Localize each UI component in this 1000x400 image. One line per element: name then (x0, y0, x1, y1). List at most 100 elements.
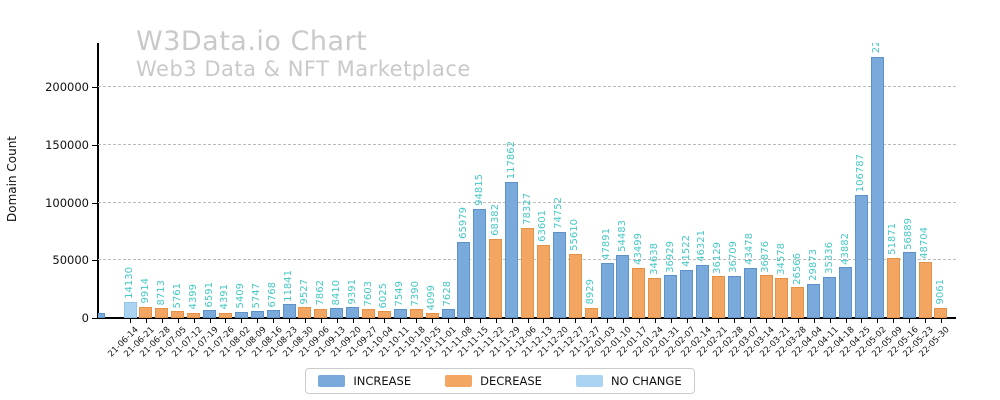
bar-value-label: 7628 (442, 280, 453, 307)
bar-22-01-17 (632, 267, 646, 318)
x-tick-mark (400, 319, 402, 323)
x-tick-mark (750, 319, 752, 323)
bar-21-10-25 (425, 313, 439, 318)
gridline (98, 201, 956, 203)
legend-item-increase: INCREASE (318, 374, 411, 388)
bar-value-label: 55610 (569, 219, 581, 251)
bar-value-label: 43882 (839, 232, 851, 265)
x-tick-mark (766, 319, 767, 323)
bar-22-01-10 (616, 255, 630, 318)
x-tick-mark (352, 319, 354, 323)
bar-value-label: 4099 (426, 284, 438, 311)
bar-21-08-30 (298, 307, 312, 318)
x-tick-mark (861, 319, 863, 323)
chart-title: W3Data.io Chart (136, 26, 368, 57)
bar-value-label: 35336 (823, 242, 835, 275)
y-tick-mark (92, 260, 97, 262)
bar-21-12-27 (584, 307, 598, 318)
x-tick-mark (813, 319, 815, 323)
x-tick-mark (304, 319, 306, 323)
y-tick-mark (92, 144, 97, 146)
x-tick-mark (432, 319, 434, 323)
x-tick-mark (654, 319, 656, 323)
x-tick-mark (797, 319, 799, 323)
y-tick-mark (92, 318, 97, 319)
bar-value-label: 47891 (601, 227, 612, 260)
bar-value-label: 11841 (283, 269, 294, 302)
bar-22-04-25 (854, 194, 868, 318)
x-tick-mark (607, 319, 608, 323)
x-tick-mark (718, 319, 720, 323)
x-tick-mark (368, 319, 370, 323)
x-tick-mark (241, 319, 243, 323)
y-tick-label: 100000 (45, 195, 89, 210)
bar-21-11-22 (489, 239, 503, 318)
bar-value-label: 51871 (887, 223, 899, 256)
bar-21-08-16 (266, 310, 280, 318)
bar-value-label: 48704 (919, 227, 930, 259)
bar-value-label: 117862 (505, 140, 517, 180)
legend-label: INCREASE (353, 374, 412, 388)
x-tick-mark (479, 319, 481, 323)
bar-21-06-21 (139, 306, 153, 318)
bar-21-10-11 (393, 309, 407, 318)
bar-21-11-01 (441, 309, 455, 318)
bar-21-12-20 (552, 231, 566, 318)
bar-value-label: 6768 (267, 281, 279, 308)
bar-value-label: 36129 (712, 241, 724, 274)
bar-value-label: 68382 (489, 204, 501, 237)
bar-21-09-13 (330, 308, 344, 318)
bar-22-03-28 (791, 287, 805, 318)
x-tick-mark (575, 319, 577, 323)
bar-22-03-07 (743, 267, 757, 318)
x-tick-mark (209, 319, 211, 323)
bar-22-01-31 (664, 275, 678, 318)
x-tick-mark (686, 319, 688, 323)
bar-value-label: 8929 (585, 279, 597, 305)
x-tick-mark (384, 319, 386, 323)
bar-value-label: 5747 (251, 282, 263, 309)
legend-label: DECREASE (480, 374, 542, 388)
bar-21-07-12 (187, 312, 201, 318)
bar-value-label: 6025 (378, 282, 390, 309)
plot-area: 14130 9914 8713 5761 4399 6591 4391 5409 5747 676… (98, 43, 956, 318)
x-tick-mark (702, 319, 704, 323)
bar-value-label: 29873 (807, 248, 819, 281)
x-tick-mark (273, 319, 275, 323)
bar-22-05-30 (934, 307, 948, 318)
bar-value-label: 65979 (457, 207, 469, 239)
bar-22-05-09 (886, 258, 900, 318)
x-tick-mark (845, 319, 847, 323)
bar-value-label: 8410 (330, 279, 342, 306)
bar-value-label: 36876 (760, 240, 771, 273)
bar-value-label: 6591 (203, 281, 215, 308)
bar-value-label: 46321 (696, 229, 708, 262)
bar-value-label: 74752 (553, 196, 565, 229)
bar-value-label: 41522 (680, 235, 692, 268)
legend-label: NO CHANGE (610, 374, 682, 388)
bar-value-label: 36709 (728, 240, 740, 273)
bar-21-08-09 (250, 311, 264, 318)
bar-value-label: 4391 (219, 284, 231, 310)
y-tick-label: 0 (81, 311, 89, 325)
x-tick-mark (463, 319, 465, 323)
x-tick-mark (527, 319, 529, 323)
x-tick-mark (543, 319, 545, 323)
x-tick-mark (289, 319, 290, 323)
bar-21-09-27 (362, 309, 375, 318)
x-tick-mark (161, 319, 163, 323)
x-tick-mark (925, 319, 926, 323)
bar-21-06-28 (155, 307, 169, 318)
x-tick-mark (336, 319, 338, 323)
x-tick-mark (511, 319, 513, 323)
bar-21-10-18 (409, 309, 423, 318)
bar-value-label: 34638 (648, 243, 660, 276)
bar-value-label: 14130 (124, 266, 135, 299)
x-tick-mark (638, 319, 640, 323)
bar-21-11-29 (505, 182, 519, 318)
legend-item-decrease: DECREASE (445, 374, 542, 388)
bar-22-04-11 (823, 277, 837, 318)
bar-value-label: 7862 (314, 280, 326, 306)
bar-22-01-03 (600, 262, 614, 318)
x-tick-mark (448, 319, 449, 323)
